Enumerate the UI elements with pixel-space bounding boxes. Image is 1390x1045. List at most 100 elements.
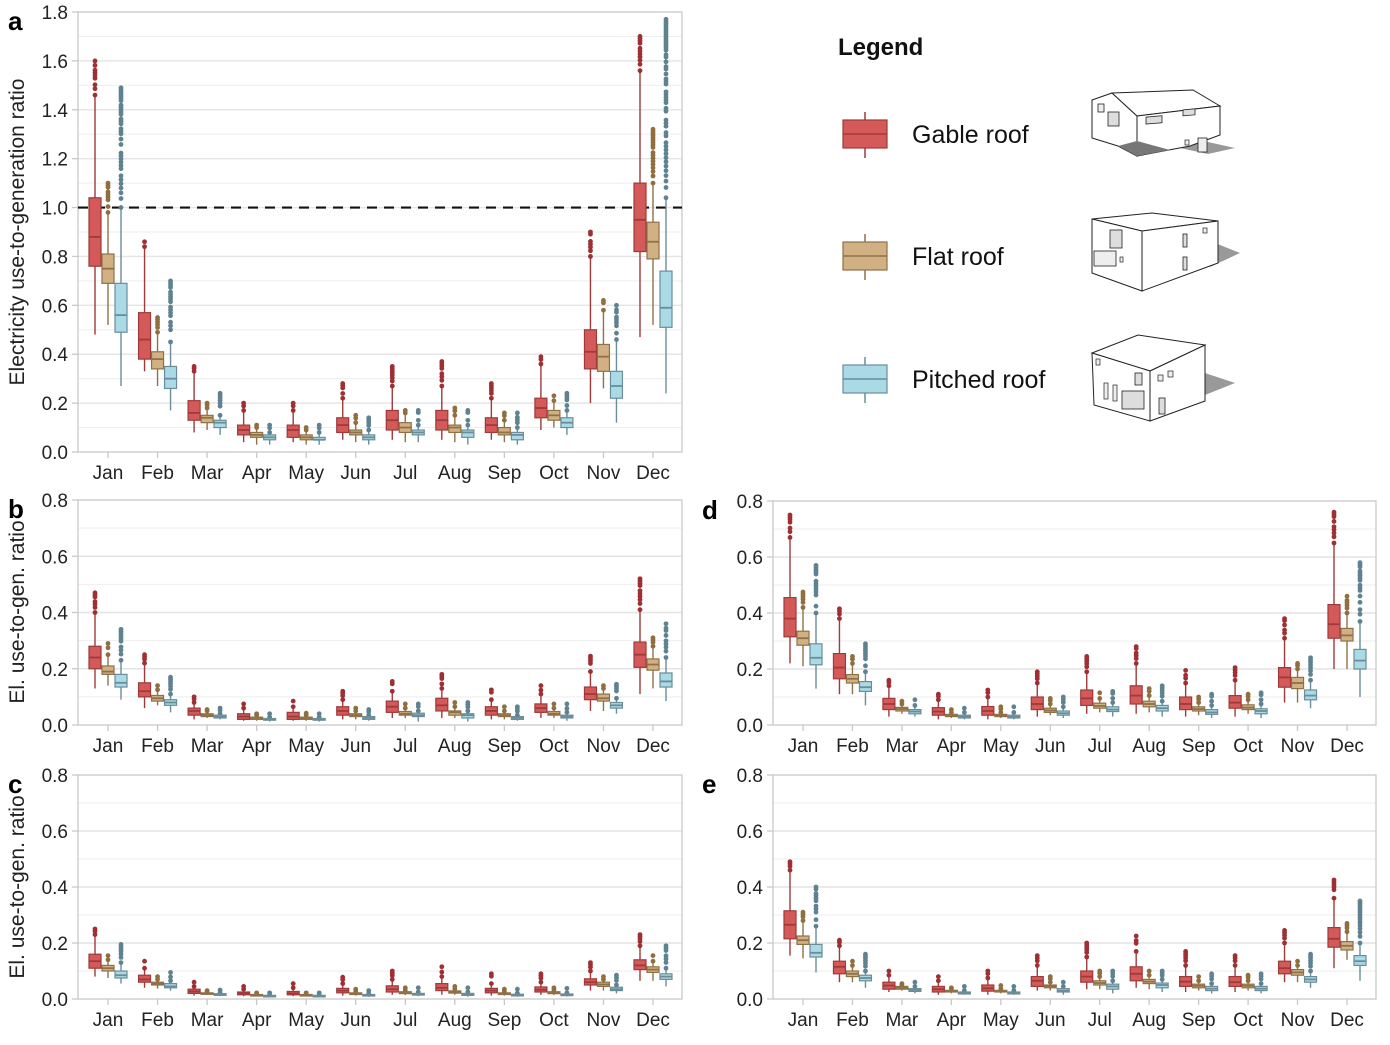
outlier bbox=[1332, 878, 1337, 883]
outlier bbox=[1358, 594, 1363, 599]
outlier bbox=[205, 401, 210, 406]
box bbox=[287, 425, 299, 437]
outlier bbox=[1048, 696, 1053, 701]
box-jan bbox=[115, 85, 127, 386]
box-jun bbox=[350, 987, 362, 996]
outlier bbox=[1147, 973, 1152, 978]
outlier bbox=[119, 173, 124, 178]
outlier bbox=[119, 85, 124, 90]
box bbox=[810, 644, 822, 665]
outlier bbox=[291, 699, 296, 704]
box-aug bbox=[436, 359, 448, 440]
outlier bbox=[390, 689, 395, 694]
box-mar bbox=[188, 980, 200, 996]
series-flat-roof bbox=[102, 953, 659, 996]
outlier bbox=[1246, 973, 1251, 978]
box-feb bbox=[152, 683, 164, 705]
outlier bbox=[155, 330, 160, 335]
box-feb bbox=[846, 654, 858, 694]
box-apr bbox=[238, 984, 250, 996]
box-may bbox=[300, 711, 312, 721]
outlier bbox=[863, 969, 868, 974]
box-apr bbox=[264, 711, 276, 721]
box-oct bbox=[1242, 692, 1254, 714]
outlier bbox=[267, 423, 272, 428]
outlier bbox=[814, 611, 819, 616]
box-oct bbox=[1229, 953, 1241, 992]
legend-item-flat-roof: Flat roof bbox=[840, 232, 1004, 282]
outlier bbox=[1183, 668, 1188, 673]
box bbox=[610, 371, 622, 398]
outlier bbox=[291, 704, 296, 709]
box-apr bbox=[238, 401, 250, 443]
x-tick-label: Feb bbox=[141, 463, 174, 484]
x-tick-label: May bbox=[983, 736, 1019, 757]
outlier bbox=[565, 706, 570, 711]
outlier bbox=[788, 513, 793, 518]
box-sep bbox=[1193, 695, 1205, 716]
box-sep bbox=[485, 971, 497, 995]
box-apr bbox=[958, 706, 970, 720]
outlier bbox=[664, 966, 669, 971]
outlier bbox=[664, 185, 669, 190]
outlier bbox=[291, 985, 296, 990]
x-tick-label: Nov bbox=[587, 463, 621, 484]
outlier bbox=[539, 354, 544, 359]
box-nov bbox=[1279, 616, 1291, 702]
y-tick-label: 0.0 bbox=[737, 716, 763, 737]
box-may bbox=[287, 699, 299, 721]
outlier bbox=[142, 239, 147, 244]
legend-label-gable: Gable roof bbox=[912, 121, 1029, 150]
y-tick-label: 0.4 bbox=[42, 604, 69, 625]
outlier bbox=[651, 181, 656, 186]
legend-label-flat: Flat roof bbox=[912, 243, 1004, 272]
outlier bbox=[1209, 981, 1214, 986]
panel-b: 0.00.20.40.60.8Jan Feb Mar Apr May Jun Jul Aug S… bbox=[6, 491, 682, 757]
outlier bbox=[1110, 969, 1115, 974]
outlier bbox=[664, 17, 669, 22]
outlier bbox=[1061, 695, 1066, 700]
outlier bbox=[814, 924, 819, 929]
outlier bbox=[1134, 934, 1139, 939]
outlier bbox=[119, 126, 124, 131]
box-apr bbox=[945, 985, 957, 993]
box-sep bbox=[1206, 971, 1218, 993]
box-apr bbox=[932, 974, 944, 995]
outlier bbox=[887, 678, 892, 683]
outlier bbox=[218, 391, 223, 396]
box-nov bbox=[584, 960, 596, 990]
outlier bbox=[962, 706, 967, 711]
outlier bbox=[1259, 690, 1264, 695]
box-may bbox=[982, 688, 994, 720]
outlier bbox=[1233, 678, 1238, 683]
outlier bbox=[254, 423, 259, 428]
outlier bbox=[1332, 524, 1337, 529]
outlier bbox=[614, 315, 619, 320]
outlier bbox=[489, 687, 494, 692]
box-nov bbox=[610, 303, 622, 423]
y-tick-label: 1.0 bbox=[42, 199, 68, 220]
outlier bbox=[638, 588, 643, 593]
box-mar bbox=[896, 981, 908, 990]
box-dec bbox=[647, 953, 659, 981]
panel-letter: d bbox=[702, 495, 718, 525]
outlier bbox=[1358, 600, 1363, 605]
box-apr bbox=[932, 692, 944, 720]
box-mar bbox=[214, 391, 226, 435]
x-tick-label: Jan bbox=[788, 1010, 819, 1031]
box bbox=[647, 222, 659, 259]
outlier bbox=[142, 652, 147, 657]
outlier bbox=[1097, 969, 1102, 974]
legend-swatch-flat bbox=[840, 232, 890, 282]
box-dec bbox=[1328, 878, 1340, 969]
box-apr bbox=[264, 990, 276, 997]
box-feb bbox=[165, 970, 177, 991]
outlier bbox=[489, 381, 494, 386]
box-jun bbox=[350, 706, 362, 720]
box-may bbox=[313, 990, 325, 997]
outlier bbox=[601, 308, 606, 313]
outlier bbox=[565, 702, 570, 707]
outlier bbox=[119, 142, 124, 147]
outlier bbox=[664, 52, 669, 57]
outlier bbox=[452, 700, 457, 705]
